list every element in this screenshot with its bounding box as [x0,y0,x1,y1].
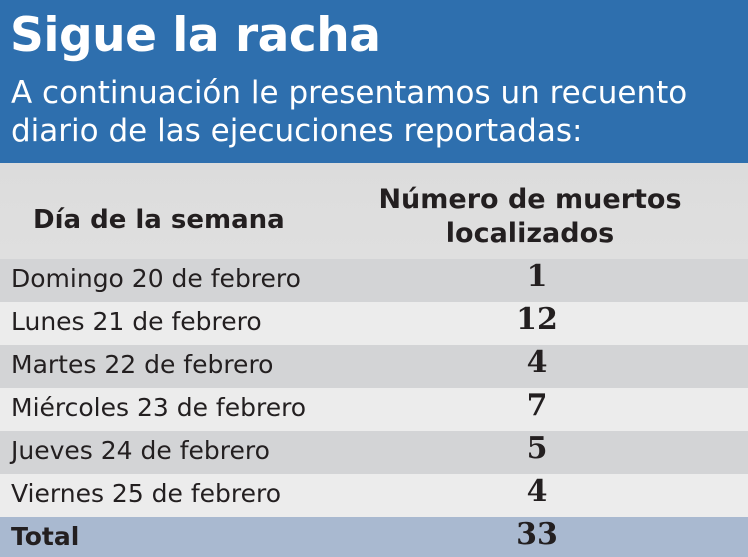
count-value: 5 [526,431,548,466]
day-label: Martes 22 de febrero [11,350,274,379]
day-label: Miércoles 23 de febrero [11,393,307,422]
table-row: Miércoles 23 de febrero 7 [0,388,748,431]
table-row: Jueves 24 de febrero 5 [0,431,748,474]
count-value: 4 [526,345,548,380]
day-label: Lunes 21 de febrero [11,307,262,336]
day-label: Domingo 20 de febrero [11,264,301,293]
count-value: 7 [526,388,548,423]
count-value: 12 [516,302,558,337]
total-value: 33 [516,517,558,552]
header-banner: Sigue la racha A continuación le present… [0,0,748,163]
count-value: 4 [526,474,548,509]
table-row: Martes 22 de febrero 4 [0,345,748,388]
data-table: Día de la semana Número de muertos local… [0,163,748,557]
table-row: Domingo 20 de febrero 1 [0,259,748,302]
page-subtitle: A continuación le presentamos un recuent… [11,75,688,149]
table-row: Viernes 25 de febrero 4 [0,474,748,517]
day-label: Jueves 24 de febrero [11,436,270,465]
column-header-count: Número de muertos localizados [378,184,682,249]
table-row: Lunes 21 de febrero 12 [0,302,748,345]
column-header-day: Día de la semana [33,205,285,235]
total-row: Total 33 [0,517,748,557]
count-value: 1 [526,259,548,294]
total-label: Total [11,522,80,551]
day-label: Viernes 25 de febrero [11,479,282,508]
page-title: Sigue la racha [10,8,381,63]
